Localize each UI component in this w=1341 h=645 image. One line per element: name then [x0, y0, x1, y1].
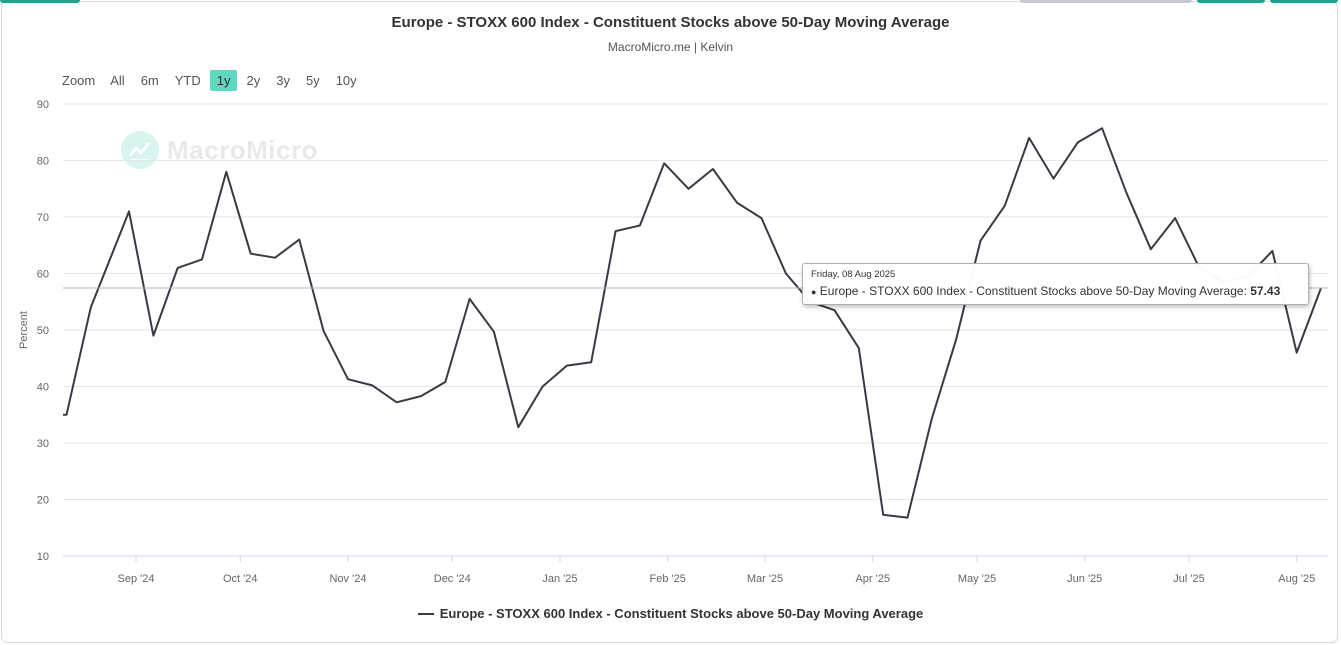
range-button-3y[interactable]: 3y [276, 72, 290, 88]
tooltip-line: ● Europe - STOXX 600 Index - Constituent… [811, 284, 1281, 298]
chart-title: Europe - STOXX 600 Index - Constituent S… [391, 14, 950, 31]
range-button-10y[interactable]: 10y [335, 72, 357, 88]
line-chart[interactable]: 10 20 30 40 50 60 70 80 90 Percent Sep '24 Oct '24 N… [0, 0, 1341, 600]
series-line-0 [63, 127, 1322, 519]
y-tick-label: 90 [37, 99, 49, 111]
tooltip-series-name: Europe - STOXX 600 Index - Constituent S… [819, 284, 1244, 298]
x-tick-label: Jul '25 [1173, 573, 1204, 585]
y-tick-label: 80 [37, 156, 49, 168]
top-tab-right-1 [1197, 0, 1265, 3]
series-layer [62, 127, 1322, 519]
tooltip-date: Friday, 08 Aug 2025 [811, 269, 896, 280]
range-button-all[interactable]: All [110, 72, 125, 88]
x-tick-label: May '25 [958, 573, 996, 585]
y-tick-label: 20 [37, 495, 49, 507]
grid-layer [63, 103, 1328, 557]
zoom-label: Zoom [62, 72, 96, 88]
y-axis-title: Percent [18, 311, 30, 349]
x-tick-label: Nov '24 [329, 573, 366, 585]
tooltip: Friday, 08 Aug 2025 ● Europe - STOXX 600… [802, 263, 1309, 305]
watermark: MacroMicro [121, 131, 318, 169]
legend-line-icon [417, 612, 434, 615]
x-tick-label: Apr '25 [855, 573, 890, 585]
x-tick-label: Mar '25 [747, 573, 783, 585]
y-tick-label: 50 [37, 325, 49, 337]
range-button-2y[interactable]: 2y [246, 72, 261, 88]
x-tick-label: Aug '25 [1278, 573, 1315, 585]
top-tab-right-2 [1270, 0, 1338, 3]
y-tick-label: 30 [37, 438, 49, 450]
y-tick-label: 70 [37, 212, 49, 224]
x-tick-label: Feb '25 [650, 573, 686, 585]
range-selector: Zoom All 6m YTD 1y 2y 3y 5y 10y [62, 69, 366, 91]
x-tick-label: Dec '24 [434, 573, 471, 585]
x-tick-label: Jan '25 [542, 573, 577, 585]
x-tick-label: Sep '24 [117, 573, 154, 585]
range-button-ytd[interactable]: YTD [174, 72, 201, 88]
top-tab-left [0, 0, 80, 3]
range-button-5y[interactable]: 5y [305, 72, 320, 88]
watermark-text: MacroMicro [167, 134, 318, 165]
x-tick-label: Jun '25 [1067, 573, 1102, 585]
y-tick-label: 60 [37, 269, 49, 281]
chart-subtitle: MacroMicro.me | Kelvin [607, 40, 734, 54]
x-tick-label: Oct '24 [223, 573, 258, 585]
range-button-6m[interactable]: 6m [140, 72, 159, 88]
tooltip-value: 57.43 [1250, 284, 1281, 298]
range-button-1y[interactable]: 1y [209, 69, 238, 91]
y-tick-label: 10 [37, 551, 49, 563]
legend-label[interactable]: Europe - STOXX 600 Index - Constituent S… [439, 606, 924, 621]
axis-layer: 10 20 30 40 50 60 70 80 90 Percent Sep '24 Oct '24 N… [18, 99, 1328, 585]
top-tab-middle [1020, 0, 1192, 3]
legend[interactable]: Europe - STOXX 600 Index - Constituent S… [0, 606, 1341, 621]
y-tick-label: 40 [37, 382, 49, 394]
tooltip-bullet-icon: ● [811, 287, 817, 297]
